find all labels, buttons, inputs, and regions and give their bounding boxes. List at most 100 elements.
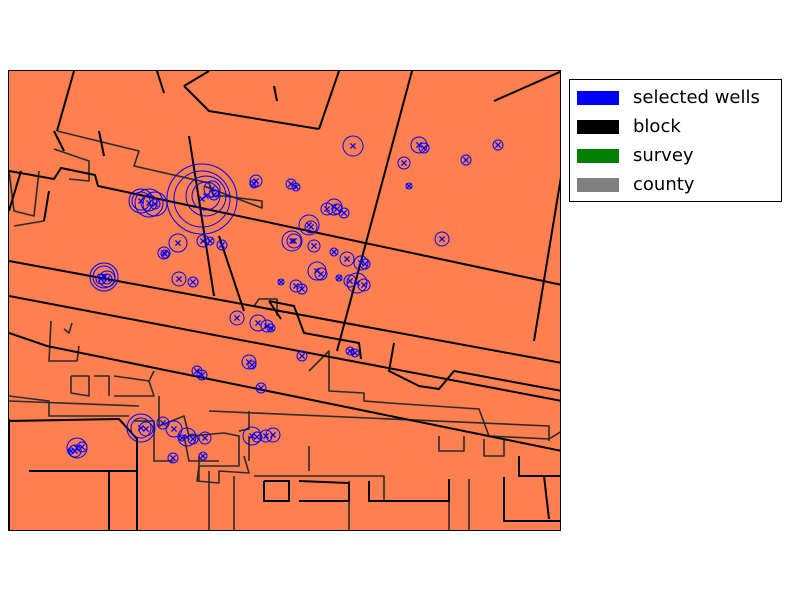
well-cross-icon: [349, 142, 357, 150]
survey-line: [70, 375, 90, 397]
legend-swatch-survey: [577, 149, 619, 163]
well-marker: [216, 239, 228, 251]
well-cross-icon: [298, 352, 306, 360]
well-cross-icon: [169, 454, 177, 462]
well-cross-icon: [97, 275, 105, 283]
well-marker: [138, 421, 154, 437]
well-marker: [251, 431, 263, 443]
well-marker: [205, 236, 215, 246]
legend-swatch-block: [577, 120, 619, 134]
survey-line: [158, 396, 250, 484]
well-marker: [76, 441, 88, 453]
well-cross-icon: [415, 141, 423, 149]
well-marker: [255, 382, 267, 394]
well-marker: [286, 233, 302, 249]
well-marker: [249, 314, 267, 332]
block-line: [9, 167, 560, 286]
well-marker: [296, 350, 308, 362]
well-ring: [196, 234, 210, 248]
survey-lines: [9, 130, 560, 530]
well-cross-icon: [78, 443, 86, 451]
well-cross-icon: [494, 141, 502, 149]
well-ring: [98, 270, 116, 288]
well-ring: [128, 188, 154, 214]
map-legend: selected wells block survey county: [569, 79, 782, 202]
well-marker: [165, 420, 183, 438]
well-cross-icon: [175, 275, 183, 283]
well-cross-icon: [462, 156, 470, 164]
block-line: [336, 71, 413, 352]
well-cross-icon: [267, 324, 275, 332]
well-ring: [160, 249, 170, 259]
well-marker: [185, 175, 227, 217]
well-ring: [216, 239, 228, 251]
well-ring: [434, 231, 450, 247]
well-ring: [345, 346, 355, 356]
well-cross-icon: [360, 281, 368, 289]
well-cross-icon: [189, 278, 197, 286]
well-cross-icon: [292, 183, 300, 191]
well-marker: [187, 276, 199, 288]
well-marker: [339, 251, 355, 267]
block-line: [156, 71, 165, 94]
survey-line: [238, 411, 250, 432]
well-cross-icon: [250, 180, 258, 188]
legend-item-county: county: [577, 170, 777, 199]
survey-line: [13, 220, 45, 227]
well-ring: [187, 276, 199, 288]
well-ring: [205, 236, 215, 246]
well-ring: [418, 142, 430, 154]
well-cross-icon: [151, 200, 159, 208]
map-plot-area: [8, 70, 561, 531]
well-ring: [178, 434, 186, 442]
well-cross-icon: [142, 425, 150, 433]
well-cross-icon: [189, 435, 197, 443]
well-marker: [397, 156, 411, 170]
block-line: [9, 295, 560, 402]
well-ring: [265, 427, 281, 443]
well-marker: [142, 191, 168, 217]
well-cross-icon: [253, 433, 261, 441]
well-cross-icon: [335, 274, 343, 282]
well-ring: [359, 258, 371, 270]
well-ring: [291, 182, 301, 192]
survey-line: [56, 130, 263, 209]
well-cross-icon: [343, 255, 351, 263]
well-ring: [405, 182, 413, 190]
legend-swatch-selected-wells: [577, 91, 619, 105]
block-line: [268, 300, 282, 320]
well-ring: [171, 271, 187, 287]
block-line: [98, 130, 105, 157]
well-marker: [167, 452, 179, 464]
block-line: [9, 418, 138, 530]
well-ring: [286, 233, 302, 249]
well-ring: [177, 427, 197, 447]
well-ring: [173, 170, 231, 228]
well-cross-icon: [333, 205, 341, 213]
well-ring: [331, 203, 343, 215]
well-marker: [343, 274, 357, 288]
legend-item-selected-wells: selected wells: [577, 83, 777, 112]
well-cross-icon: [198, 195, 206, 203]
well-marker: [434, 231, 450, 247]
map-canvas: [9, 71, 560, 530]
well-marker: [168, 233, 188, 253]
well-marker: [134, 188, 164, 218]
well-marker: [350, 348, 360, 358]
block-line: [53, 130, 65, 152]
survey-line: [53, 148, 90, 182]
well-cross-icon: [420, 144, 428, 152]
well-marker: [410, 136, 428, 154]
legend-item-block: block: [577, 112, 777, 141]
survey-line: [148, 370, 155, 382]
well-cross-icon: [346, 277, 354, 285]
block-line: [533, 176, 560, 342]
well-ring: [285, 178, 297, 190]
well-marker: [265, 427, 281, 443]
block-line: [268, 300, 362, 360]
survey-line: [483, 439, 505, 457]
well-marker: [357, 278, 371, 292]
block-line: [518, 456, 560, 477]
well-marker: [229, 310, 245, 326]
block-line: [183, 71, 210, 87]
